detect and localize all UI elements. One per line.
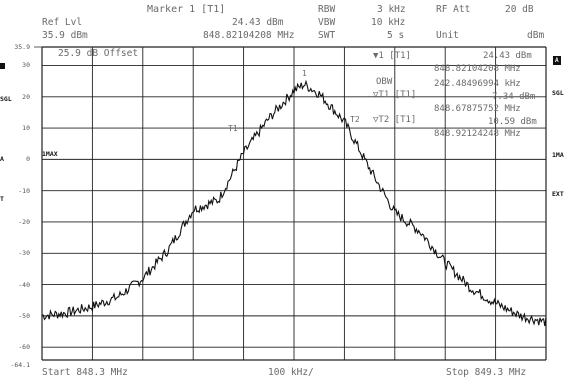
y-tick-label: -60	[18, 343, 30, 352]
marker1-frequency: 848.82104208 MHz	[434, 64, 521, 74]
y-tick-label: 20	[22, 92, 30, 101]
ref-lvl-value: 35.9 dBm	[42, 30, 88, 41]
trace-marker-t2: T2	[350, 115, 360, 124]
y-tick-label: -50	[18, 311, 30, 320]
rf-att-label: RF Att	[436, 4, 471, 15]
right-sgl-label: SGL	[552, 89, 564, 97]
left-sgl-label: SGL	[0, 95, 12, 103]
unit-label: Unit	[436, 30, 459, 41]
rf-att-value: 20 dB	[505, 4, 534, 15]
swt-value: 5 s	[387, 30, 405, 41]
imax-left-label: 1MAX	[42, 150, 58, 158]
marker-level: 24.43 dBm	[232, 17, 284, 28]
top-scale: 35.9	[14, 43, 30, 51]
y-tick-label: 30	[22, 61, 30, 70]
offset-text: 25.9 dB Offset	[58, 48, 139, 59]
trace-marker-t1: T1	[228, 124, 238, 133]
t2-frequency: 848.92124248 MHz	[434, 129, 521, 139]
rbw-label: RBW	[318, 4, 336, 15]
vbw-label: VBW	[318, 17, 336, 28]
left-a-label: A	[0, 155, 4, 163]
y-tick-label: -30	[18, 249, 30, 258]
marker-frequency: 848.82104208 MHz	[203, 30, 295, 41]
marker-title: Marker 1 [T1]	[147, 4, 226, 15]
unit-value: dBm	[527, 30, 545, 41]
y-tick-label: -10	[18, 186, 30, 195]
start-frequency: Start 848.3 MHz	[42, 367, 128, 378]
y-tick-label: -40	[18, 280, 30, 289]
spectrum-trace	[41, 79, 547, 327]
marker1-label: ▼1 [T1]	[373, 51, 411, 61]
left-t-label: T	[0, 195, 4, 203]
marker-triangle-icon: ▼	[373, 51, 379, 61]
t1-level: 7.34 dBm	[492, 92, 536, 102]
t1-frequency: 848.67875752 MHz	[434, 104, 521, 114]
swt-label: SWT	[318, 30, 336, 41]
t1-label: ▽T1 [T1]	[373, 90, 417, 100]
marker-triangle-icon: ▽	[373, 115, 379, 125]
y-tick-label: -20	[18, 217, 30, 226]
vbw-value: 10 kHz	[371, 17, 406, 28]
stop-frequency: Stop 849.3 MHz	[446, 367, 527, 378]
ref-lvl-label: Ref Lvl	[42, 17, 83, 28]
left-marker-block	[0, 63, 5, 69]
bottom-scale: -64.1	[10, 361, 30, 369]
right-a-tag: A	[553, 56, 561, 65]
t2-label: ▽T2 [T1]	[373, 115, 417, 125]
marker1-level: 24.43 dBm	[483, 51, 532, 61]
right-ext-label: EXT	[552, 190, 564, 198]
y-tick-label: 10	[22, 124, 30, 133]
grid	[41, 46, 547, 361]
t2-level: 10.59 dBm	[488, 117, 537, 127]
obw-label: OBW	[376, 77, 393, 87]
y-tick-label: 0	[26, 155, 30, 164]
rbw-value: 3 kHz	[377, 4, 406, 15]
marker-triangle-icon: ▽	[373, 90, 379, 100]
span-per-division: 100 kHz/	[268, 367, 314, 378]
obw-value: 242.48496994 kHz	[434, 79, 521, 89]
imax-right-label: 1MA	[552, 151, 564, 159]
trace-marker-1: 1	[302, 69, 307, 78]
